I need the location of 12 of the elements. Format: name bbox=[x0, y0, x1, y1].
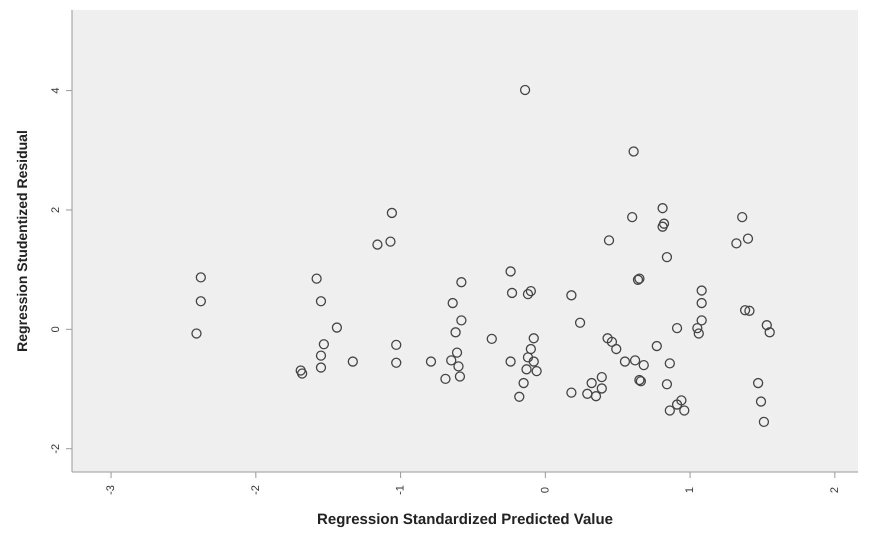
y-tick-label: 2 bbox=[50, 206, 62, 214]
x-tick-label: -3 bbox=[105, 485, 118, 495]
x-tick-label: 0 bbox=[539, 486, 552, 494]
x-tick-label: 2 bbox=[828, 486, 841, 494]
y-tick-label: -2 bbox=[50, 444, 62, 454]
y-axis-title: Regression Studentized Residual bbox=[14, 130, 30, 352]
x-tick-label: -1 bbox=[394, 485, 407, 495]
x-tick-label: 1 bbox=[684, 486, 696, 494]
x-tick-label: -2 bbox=[250, 485, 262, 495]
y-tick-label: 4 bbox=[50, 88, 62, 94]
x-axis-title: Regression Standardized Predicted Value bbox=[317, 511, 613, 528]
y-tick-label: 0 bbox=[50, 326, 62, 332]
